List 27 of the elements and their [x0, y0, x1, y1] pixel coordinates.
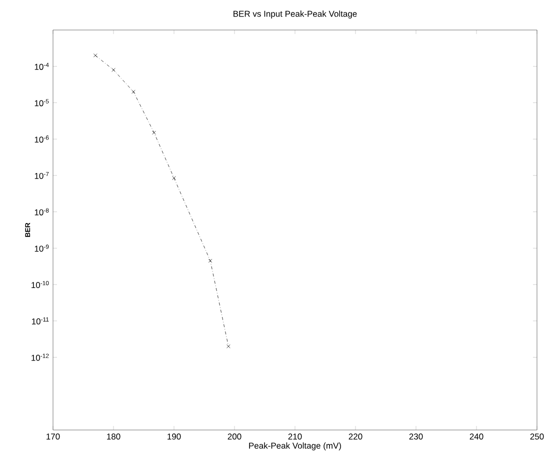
point: [208, 258, 212, 263]
point: [152, 130, 156, 135]
x-tick-label: 190: [168, 434, 181, 440]
x-tick-label: 180: [107, 434, 120, 440]
y-tick-label: 10$^{-7}$: [34, 172, 49, 179]
y-tick-label: 10$^{-12}$: [32, 354, 49, 361]
x-axis-title: Peak-Peak Voltage (mV): [249, 442, 341, 450]
y-tick-label: 10$^{-6}$: [34, 136, 49, 143]
point: [132, 90, 136, 94]
chart-title: BER vs Input Peak-Peak Voltage: [234, 10, 357, 18]
x-tick-label: 170: [46, 434, 60, 440]
point: [172, 176, 176, 180]
point: [226, 344, 230, 348]
y-tick-label: 10$^{-5}$: [34, 99, 49, 106]
y-tick-label: 10$^{-8}$: [34, 208, 49, 216]
y-tick-label: 10$^{-10}$: [32, 281, 49, 288]
x-tick-label: 240: [470, 434, 484, 440]
y-tick-label: 10$^{-11}$: [32, 317, 49, 324]
x-tick-label: 200: [228, 434, 242, 440]
x-tick-label: 230: [409, 434, 423, 440]
y-tick-label: 10$^{-9}$: [34, 244, 49, 252]
point: [112, 68, 116, 72]
x-tick-label: 210: [288, 434, 302, 440]
x-tick-label: 220: [348, 434, 362, 440]
y-tick-label: 10$^{-4}$: [34, 62, 49, 70]
point: [93, 54, 98, 58]
x-tick-label: 250: [530, 434, 544, 440]
